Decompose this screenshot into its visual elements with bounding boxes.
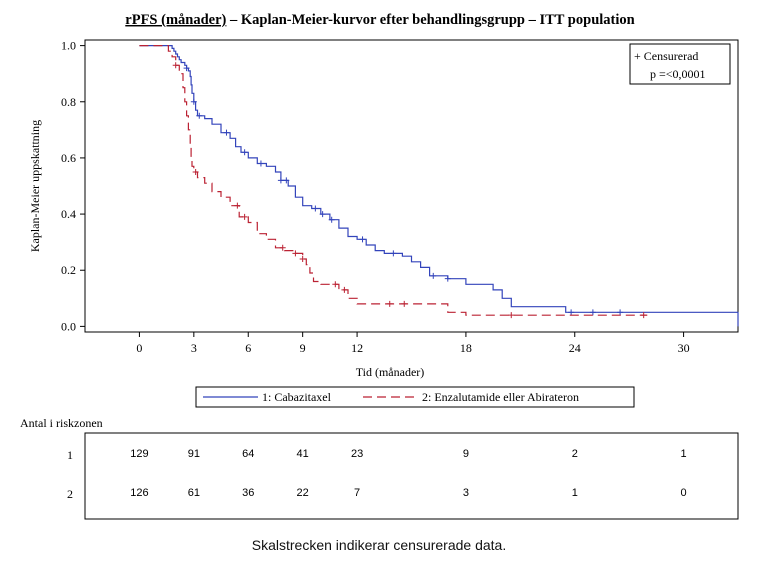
censor-mark-series-2 [508,312,515,319]
risk-table-values: 129 91 64 41 23 9 2 1 126 61 36 22 7 3 1 0 [130,448,686,499]
censor-mark-series-1 [319,211,326,218]
censor-mark-series-1 [430,272,437,279]
censor-mark-series-2 [192,168,199,175]
censor-mark-series-1 [328,216,335,223]
censor-mark-series-2 [172,62,179,69]
censor-mark-series-1 [390,250,397,257]
series-legend-box [195,386,635,408]
chart-title: rPFS (månader) – Kaplan-Meier-kurvor eft… [125,12,634,28]
x-axis-ticks: 0 3 6 9 12 18 24 30 [136,332,690,355]
censor-mark-series-1 [444,275,451,282]
x-tick-label: 9 [300,341,306,355]
km-curve-series-1 [139,45,739,327]
x-axis-label: Tid (månader) [356,365,425,379]
km-curves [139,45,739,327]
censor-mark-series-1 [617,309,624,316]
risk-value: 7 [354,487,360,499]
x-tick-label: 30 [678,341,690,355]
p-value-label: p =<0,0001 [650,67,706,81]
x-tick-label: 24 [569,341,581,355]
x-tick-label: 12 [351,341,363,355]
risk-row-label-2: 2 [67,487,73,501]
x-tick-label: 3 [191,341,197,355]
y-axis-label: Kaplan-Meier uppskattning [28,120,42,252]
censor-mark-series-2 [279,244,286,251]
censor-mark-series-2 [292,250,299,257]
risk-value: 41 [297,448,309,460]
risk-table-frame [84,432,739,520]
chart-title-rest: – Kaplan-Meier-kurvor efter behandlingsg… [226,12,634,28]
risk-value: 22 [297,487,309,499]
risk-row-label-1: 1 [67,448,73,462]
censor-mark-series-1 [283,177,290,184]
censor-mark-series-1 [196,112,203,119]
risk-value: 23 [351,448,363,460]
x-tick-label: 0 [136,341,142,355]
censor-mark-series-1 [183,65,190,72]
censor-mark-series-1 [257,160,264,167]
risk-value: 64 [242,448,254,460]
risk-value: 9 [463,448,469,460]
y-tick-label: 0.2 [61,263,76,277]
risk-table-title: Antal i riskzonen [20,416,103,430]
censor-mark-series-2 [640,312,647,319]
inset-legend-box [629,43,731,85]
legend-label-enzalutamide: 2: Enzalutamide eller Abirateron [422,390,579,404]
risk-value: 129 [130,448,148,460]
censor-mark-series-1 [241,149,248,156]
risk-value: 1 [681,448,687,460]
risk-value: 3 [463,487,469,499]
x-tick-label: 6 [245,341,251,355]
censor-mark-series-1 [223,129,230,136]
figure-caption: Skalstrecken indikerar censurerade data. [251,537,507,553]
risk-value: 36 [242,487,254,499]
risk-value: 126 [130,487,148,499]
y-tick-label: 0.6 [61,151,76,165]
risk-value: 1 [572,487,578,499]
censor-mark-series-2 [299,256,306,262]
censor-mark-series-2 [341,286,348,293]
legend-label-cabazitaxel: 1: Cabazitaxel [262,390,332,404]
censor-mark-series-2 [386,300,393,307]
censor-mark-series-1 [312,205,319,212]
x-tick-label: 18 [460,341,472,355]
censor-mark-series-2 [401,300,408,307]
y-axis-ticks: 0.0 0.2 0.4 0.6 0.8 1.0 [61,39,85,333]
risk-value: 61 [188,487,200,499]
chart-title-rpfs: rPFS (månader) [125,12,226,28]
y-tick-label: 0.4 [61,207,76,221]
censor-mark-series-2 [241,213,248,220]
y-tick-label: 0.0 [61,319,76,333]
censored-legend-label: + Censurerad [634,49,698,63]
risk-value: 2 [572,448,578,460]
censor-mark-series-2 [332,281,339,288]
censor-mark-series-2 [234,202,241,209]
plot-frame [84,39,739,333]
km-curve-series-2 [139,45,648,316]
y-tick-label: 0.8 [61,95,76,109]
censor-mark-series-1 [277,177,284,184]
censor-mark-series-1 [589,309,596,316]
risk-value: 0 [681,487,687,499]
censor-mark-series-1 [568,309,575,316]
y-tick-label: 1.0 [61,39,76,53]
censor-mark-series-1 [359,236,366,243]
censor-mark-series-1 [190,98,197,105]
risk-value: 91 [188,448,200,460]
